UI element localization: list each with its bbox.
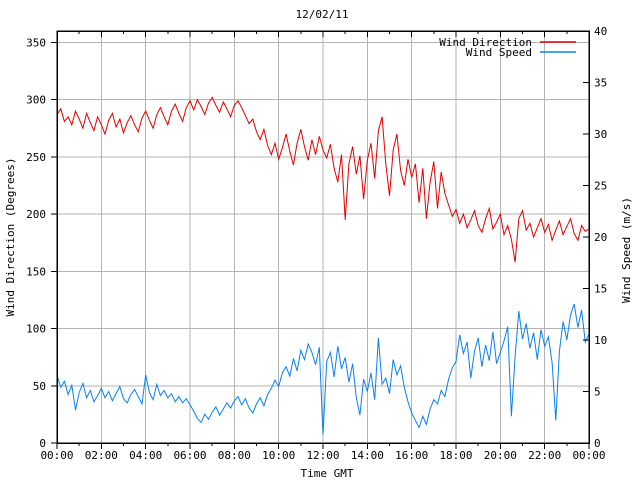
grid-lines [57,31,589,443]
tick-label: 350 [26,36,46,49]
tick-label: 5 [594,386,601,399]
tick-label: 12:00 [306,449,339,462]
tick-label: 06:00 [173,449,206,462]
tick-label: 150 [26,265,46,278]
tick-label: 08:00 [218,449,251,462]
tick-label: 02:00 [85,449,118,462]
tick-label: 10:00 [262,449,295,462]
tick-label: 10 [594,334,607,347]
tick-label: 04:00 [129,449,162,462]
tick-label: 20 [594,231,607,244]
legend: Wind Direction Wind Speed [439,36,576,59]
tick-label: 18:00 [439,449,472,462]
tick-label: 15 [594,283,607,296]
tick-label: 0 [594,437,601,450]
tick-labels: 00:00 02:00 04:00 06:00 08:00 10:00 12:00 14:00… [26,25,607,462]
tick-label: 50 [33,380,46,393]
y-right-axis-label: Wind Speed (m/s) [620,197,633,303]
y-left-axis-label: Wind Direction (Degrees) [4,158,17,317]
tick-label: 25 [594,180,607,193]
series-line-wind-direction [56,96,590,263]
tick-label: 20:00 [484,449,517,462]
tick-label: 16:00 [395,449,428,462]
tick-label: 22:00 [528,449,561,462]
tick-label: 100 [26,323,46,336]
chart-title: 12/02/11 [296,8,349,21]
legend-wind-direction-label: Wind Direction [439,36,532,49]
tick-label: 200 [26,208,46,221]
series-line-wind-speed [56,303,590,435]
tick-label: 00:00 [572,449,605,462]
plot-border-and-ticks [51,30,590,449]
tick-label: 14:00 [351,449,384,462]
tick-label: 0 [39,437,46,450]
data-series [56,96,590,435]
legend-wind-speed-label: Wind Speed [466,46,532,59]
tick-label: 300 [26,94,46,107]
tick-label: 00:00 [40,449,73,462]
x-axis-label: Time GMT [301,467,354,480]
tick-label: 40 [594,25,607,38]
tick-label: 35 [594,77,607,90]
tick-label: 250 [26,151,46,164]
tick-label: 30 [594,128,607,141]
